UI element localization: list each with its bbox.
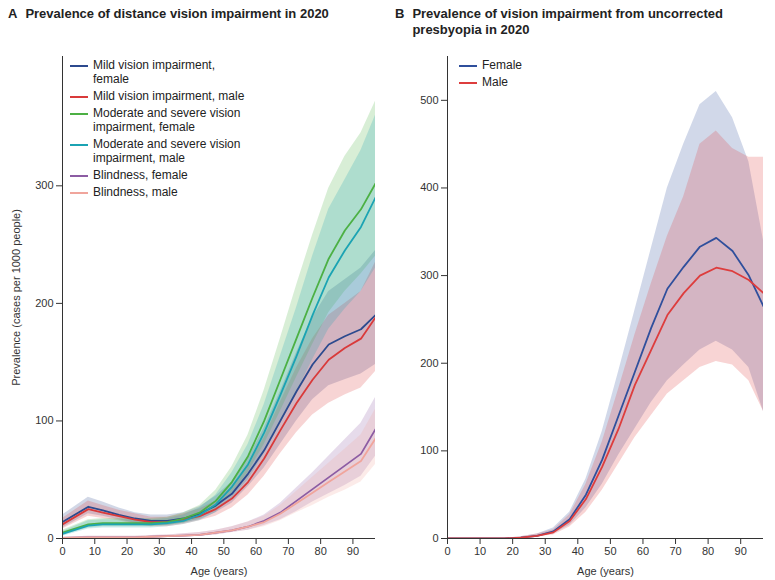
svg-text:40: 40: [185, 545, 197, 557]
svg-text:20: 20: [121, 545, 133, 557]
svg-text:60: 60: [250, 545, 262, 557]
svg-text:60: 60: [637, 545, 649, 557]
svg-text:80: 80: [315, 545, 327, 557]
html-text:Prevalence of distance vision: Prevalence of distance vision impairment…: [25, 6, 329, 21]
svg-text:300: 300: [420, 269, 438, 281]
svg-text:70: 70: [282, 545, 294, 557]
svg-text:200: 200: [420, 357, 438, 369]
html-text:Male: Male: [482, 75, 508, 89]
svg-text:50: 50: [218, 545, 230, 557]
html-text:A: A: [8, 6, 18, 21]
svg-text:0: 0: [59, 545, 65, 557]
html-text:Moderate and severe vision imp: Moderate and severe vision impairment, m…: [93, 137, 241, 165]
svg-text:300: 300: [35, 179, 53, 191]
svg-text:Age (years): Age (years): [191, 565, 248, 577]
svg-text:40: 40: [572, 545, 584, 557]
svg-text:90: 90: [735, 545, 747, 557]
svg-text:0: 0: [444, 545, 450, 557]
html-text:Blindness, female: Blindness, female: [93, 168, 188, 182]
svg-text:10: 10: [89, 545, 101, 557]
svg-text:80: 80: [702, 545, 714, 557]
svg-text:30: 30: [539, 545, 551, 557]
svg-text:Age (years): Age (years): [577, 565, 634, 577]
svg-text:90: 90: [347, 545, 359, 557]
html-text:Mild vision impairment, male: Mild vision impairment, male: [93, 89, 245, 103]
svg-text:20: 20: [507, 545, 519, 557]
html-text:Mild vision impairment, female: Mild vision impairment, female: [93, 58, 215, 86]
svg-text:200: 200: [35, 297, 53, 309]
svg-text:500: 500: [420, 94, 438, 106]
svg-text:400: 400: [420, 181, 438, 193]
svg-text:30: 30: [153, 545, 165, 557]
svg-text:50: 50: [604, 545, 616, 557]
svg-text:0: 0: [47, 532, 53, 544]
html-text:B: B: [395, 6, 405, 21]
svg-text:70: 70: [669, 545, 681, 557]
svg-text:0: 0: [432, 532, 438, 544]
svg-text:100: 100: [35, 414, 53, 426]
svg-text:Prevalence (cases per 1000 peo: Prevalence (cases per 1000 people): [10, 209, 22, 386]
html-text:Prevalence of vision impairmen: Prevalence of vision impairment from unc…: [412, 6, 723, 37]
html-text:Moderate and severe vision imp: Moderate and severe vision impairment, f…: [93, 106, 241, 134]
svg-text:100: 100: [420, 444, 438, 456]
svg-text:10: 10: [474, 545, 486, 557]
html-text:Female: Female: [482, 58, 522, 72]
html-text:Blindness, male: Blindness, male: [93, 185, 178, 199]
